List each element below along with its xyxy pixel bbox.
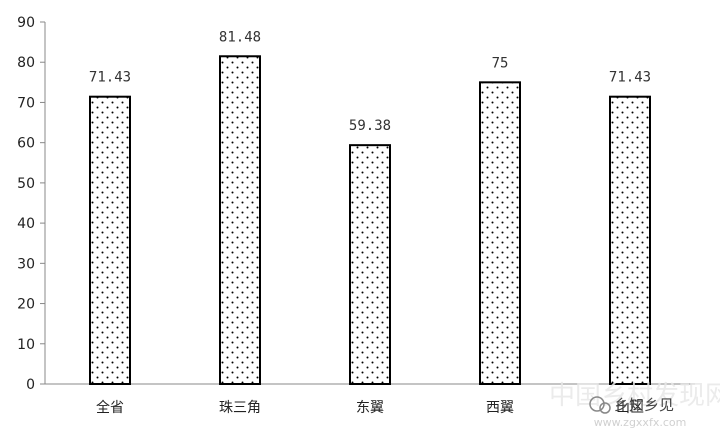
watermark-text: 乡知乡见 [614, 396, 674, 414]
watermark: 中国乡村发现网 乡知乡见 www.zgxxfx.com [549, 381, 720, 429]
category-label-0: 全省 [96, 399, 124, 416]
bar-2 [349, 144, 391, 385]
wechat-logo-icon-inner [599, 402, 611, 414]
y-tick-label: 40 [17, 216, 35, 232]
data-label-2: 59.38 [349, 118, 391, 134]
bar-4 [609, 95, 651, 386]
y-tick-label: 20 [17, 297, 35, 313]
bar-3 [479, 81, 521, 385]
category-label-2: 东翼 [356, 400, 384, 416]
bars [89, 55, 651, 386]
y-axis: 0 10 20 30 40 50 60 70 80 90 [17, 15, 46, 393]
wechat-logo-icon [589, 396, 605, 412]
y-tick-label: 60 [17, 136, 35, 152]
category-labels: 全省 珠三角 东翼 西翼 山区 [96, 399, 644, 416]
data-label-4: 71.43 [609, 70, 651, 86]
y-tick-label: 50 [17, 176, 35, 192]
data-label-1: 81.48 [219, 29, 261, 45]
y-tick-label: 30 [17, 256, 35, 272]
category-label-3: 西翼 [486, 400, 514, 416]
watermark-site-cn: 中国乡村发现网 [549, 381, 720, 411]
y-tick-label: 0 [26, 377, 35, 393]
data-labels: 71.43 81.48 59.38 75 71.43 [89, 29, 651, 134]
bar-0 [89, 95, 131, 386]
y-tick-label: 10 [17, 337, 35, 353]
data-label-0: 71.43 [89, 70, 131, 86]
category-label-1: 珠三角 [219, 400, 261, 416]
y-tick-label: 80 [17, 55, 35, 71]
watermark-site: www.zgxxfx.com [594, 416, 687, 429]
bar-1 [219, 55, 261, 385]
data-label-3: 75 [492, 55, 509, 71]
y-tick-label: 70 [17, 95, 35, 111]
category-label-4: 山区 [616, 400, 644, 416]
y-tick-label: 90 [17, 15, 35, 31]
